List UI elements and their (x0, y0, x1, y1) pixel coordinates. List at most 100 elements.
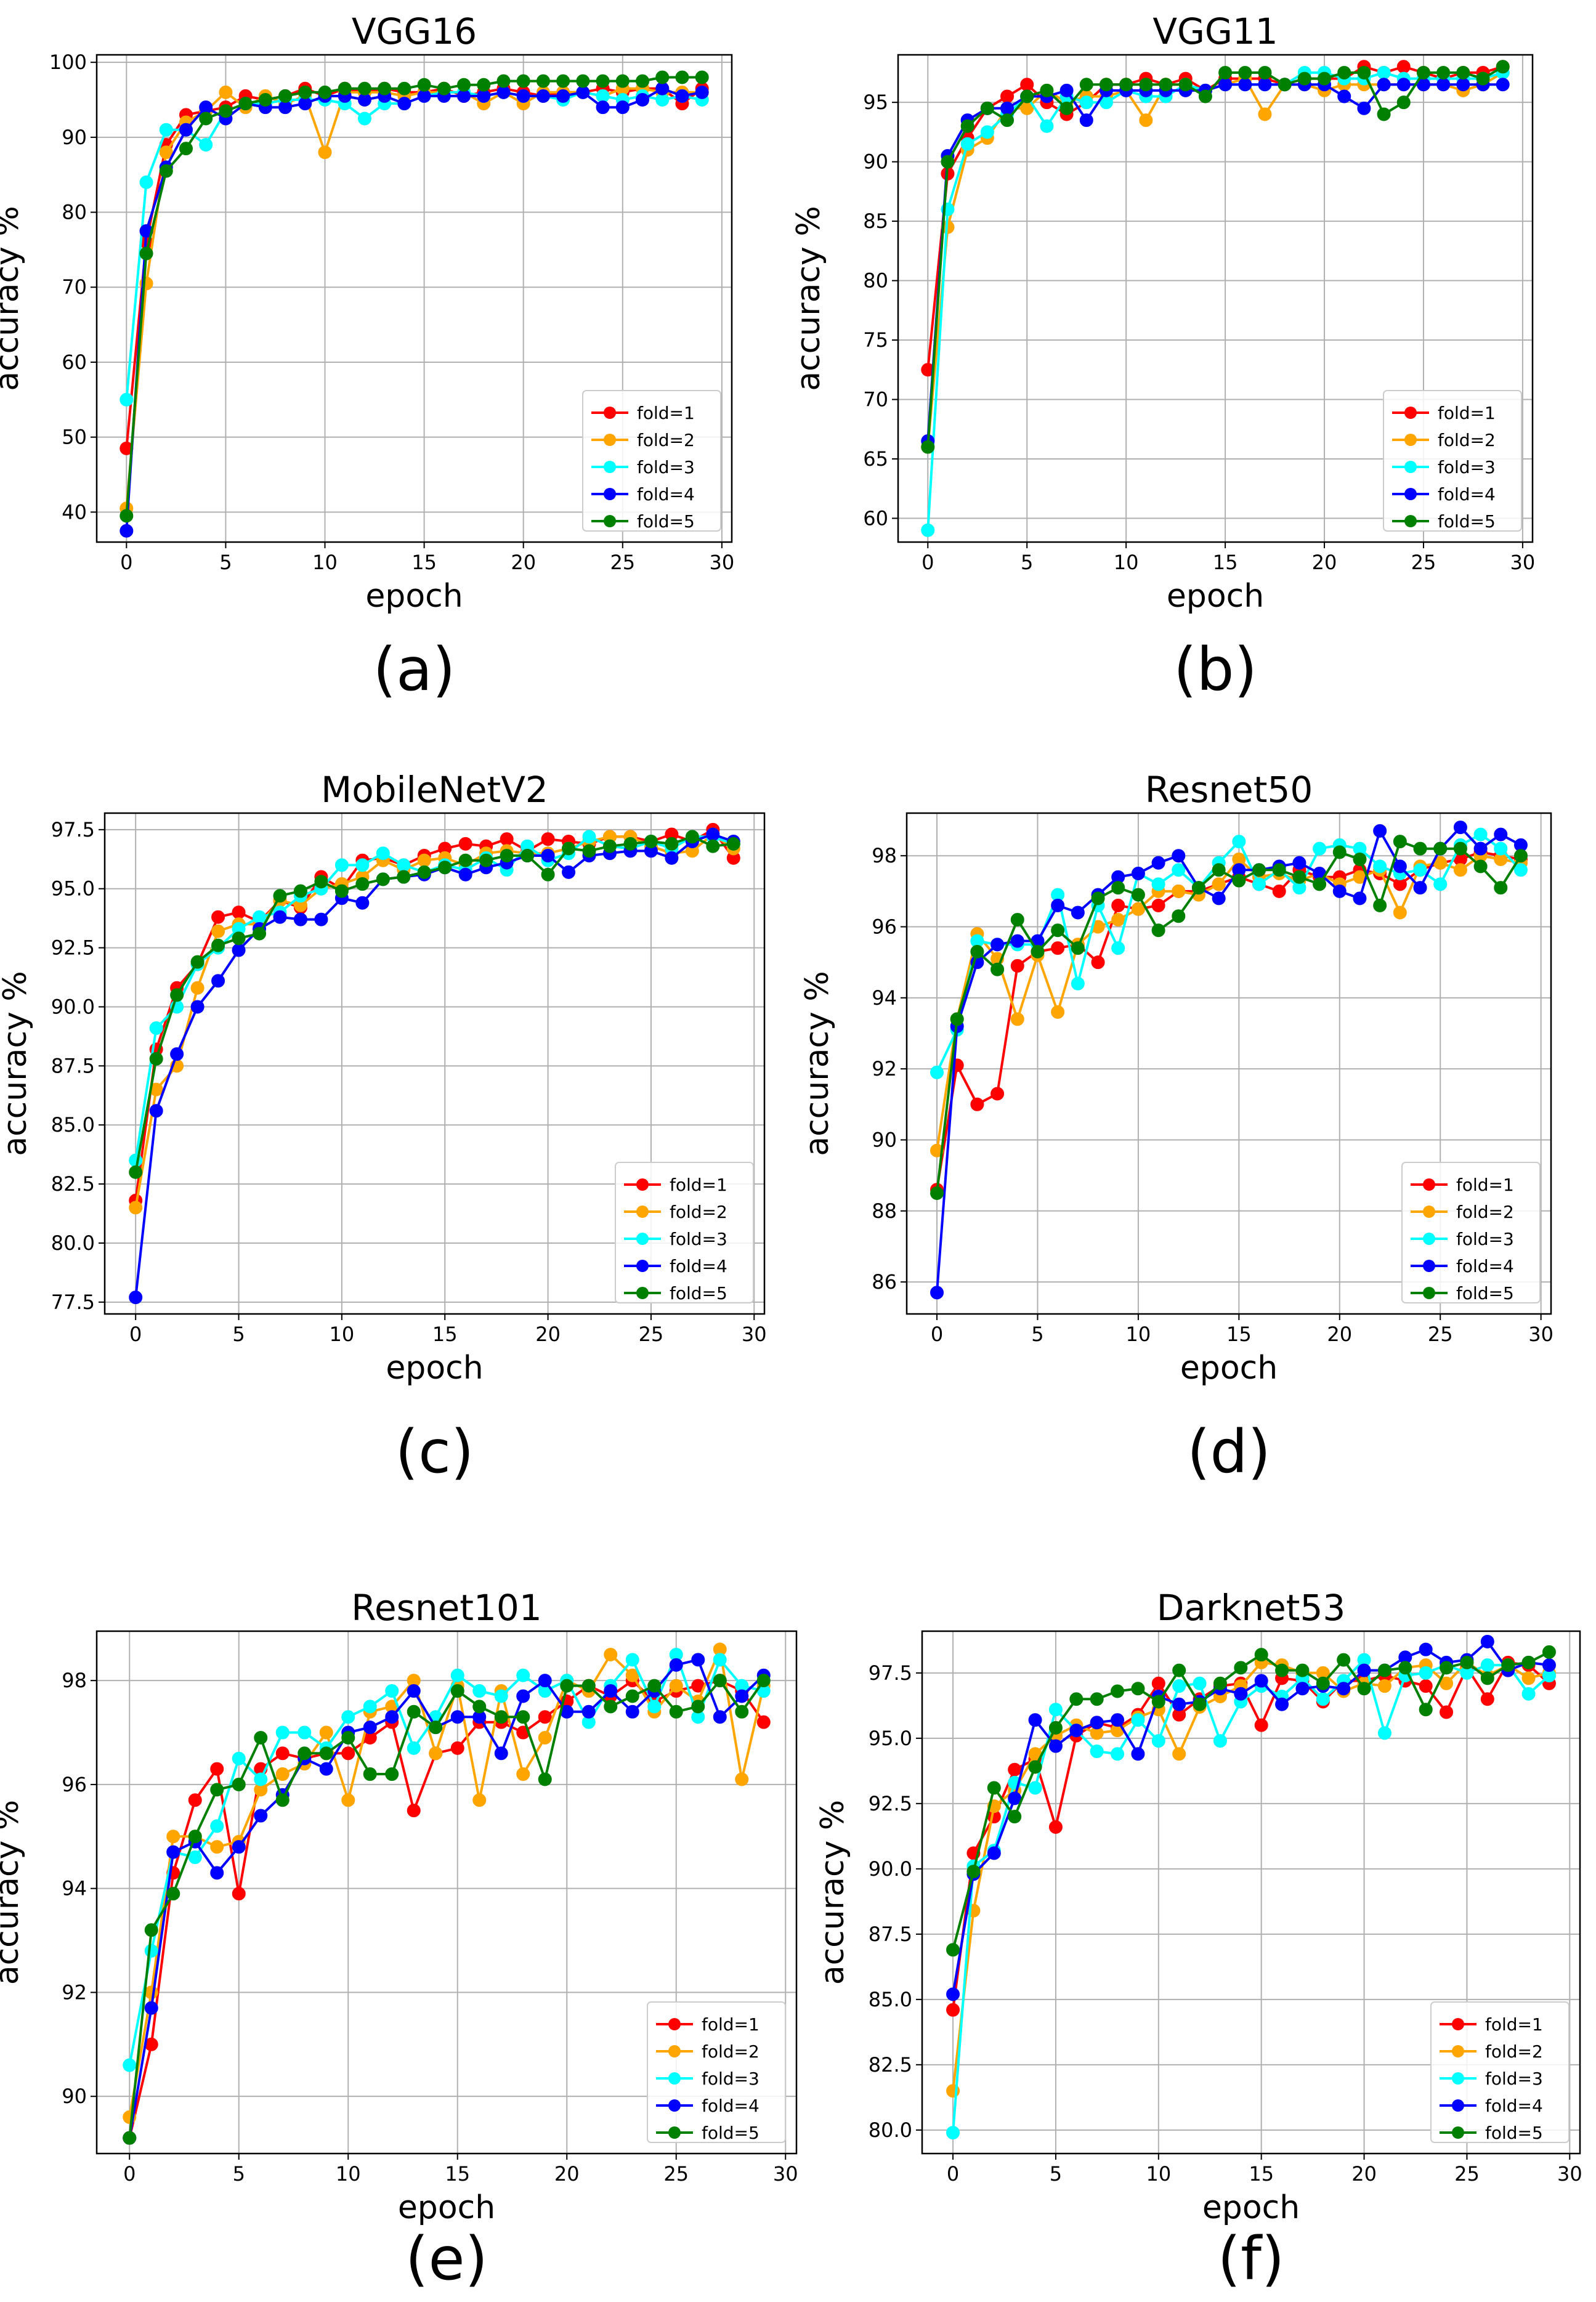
figure-caption: (a) (373, 635, 456, 704)
data-point (199, 138, 213, 152)
legend-marker (1423, 1287, 1435, 1299)
y-tick-label: 85.0 (51, 1113, 95, 1137)
data-point (1028, 1781, 1042, 1795)
data-point (210, 1783, 224, 1797)
data-point (139, 246, 153, 261)
x-tick-label: 0 (129, 1323, 142, 1346)
data-point (1193, 1676, 1207, 1690)
legend: fold=1 fold=2 fold=3 fold=4 fold=5 (1383, 390, 1522, 532)
data-point (494, 1746, 508, 1761)
data-point (232, 906, 246, 920)
data-point (1393, 835, 1407, 849)
data-point (536, 89, 550, 103)
data-point (273, 889, 287, 903)
data-point (397, 870, 411, 884)
legend-marker (636, 1206, 649, 1218)
data-point (1131, 902, 1145, 916)
data-point (1111, 898, 1125, 912)
data-point (921, 523, 935, 537)
data-point (363, 1700, 377, 1714)
data-point (516, 1767, 530, 1781)
x-tick-label: 25 (639, 1323, 664, 1346)
data-point (1513, 863, 1528, 877)
y-tick-label: 92.5 (869, 1792, 912, 1815)
data-point (735, 1772, 749, 1786)
data-point (1373, 898, 1387, 912)
data-point (1373, 859, 1387, 873)
data-point (1059, 83, 1074, 97)
data-point (1436, 78, 1451, 92)
data-point (319, 1746, 333, 1761)
data-point (355, 896, 370, 910)
data-point (254, 1730, 268, 1745)
data-point (314, 912, 328, 926)
data-point (960, 119, 974, 133)
data-point (149, 1052, 163, 1066)
data-point (1111, 1747, 1125, 1761)
legend-label: fold=1 (670, 1175, 727, 1195)
data-point (541, 832, 555, 846)
data-point (1316, 1676, 1330, 1690)
legend-marker (604, 515, 616, 527)
data-point (604, 1684, 618, 1698)
data-point (1079, 113, 1093, 128)
data-point (407, 1704, 421, 1719)
data-point (188, 1830, 202, 1844)
data-point (713, 1674, 727, 1688)
x-tick-label: 0 (947, 2162, 959, 2186)
data-point (1131, 1747, 1145, 1761)
data-point (1292, 856, 1306, 870)
data-point (1480, 1692, 1494, 1706)
data-point (190, 955, 205, 969)
data-point (1079, 78, 1093, 92)
data-point (1337, 89, 1351, 103)
data-point (298, 85, 312, 99)
figure-caption: (c) (395, 1417, 474, 1486)
data-point (275, 1767, 290, 1781)
data-point (1373, 824, 1387, 838)
x-tick-label: 20 (535, 1323, 561, 1346)
series-line-fold=4 (926, 83, 1503, 442)
legend-marker (604, 434, 616, 446)
legend-marker (1404, 434, 1417, 446)
x-tick-label: 30 (1557, 2162, 1582, 2186)
data-point (429, 1746, 443, 1761)
y-tick-label: 80.0 (869, 2118, 912, 2142)
x-tick-label: 30 (1528, 1323, 1553, 1346)
y-tick-label: 90 (62, 2085, 87, 2108)
plot-frame (103, 812, 766, 1315)
chart-5: 0 5 10 15 20 25 30 90 92 94 96 98 Resnet101 epoch accu… (0, 1587, 798, 2293)
data-point (1010, 958, 1024, 973)
data-point (338, 81, 352, 95)
data-point (1131, 867, 1145, 881)
data-point (1480, 1634, 1494, 1648)
data-point (665, 837, 679, 851)
data-point (1416, 65, 1430, 79)
data-point (987, 1781, 1001, 1795)
data-point (647, 1700, 662, 1714)
data-point (1172, 849, 1186, 863)
data-point (1473, 859, 1488, 873)
data-point (946, 2126, 960, 2140)
data-point (1071, 976, 1085, 991)
data-point (385, 1710, 399, 1724)
data-point (1008, 1762, 1022, 1777)
x-tick-label: 20 (1351, 2162, 1377, 2186)
legend-label: fold=3 (670, 1229, 727, 1249)
data-point (119, 392, 134, 407)
data-point (1473, 841, 1488, 856)
y-tick-label: 65 (863, 447, 888, 471)
data-point (232, 943, 246, 957)
data-point (298, 1725, 312, 1740)
data-point (625, 1704, 639, 1719)
data-point (581, 1704, 596, 1719)
data-point (188, 1850, 202, 1865)
data-point (190, 1000, 205, 1014)
data-point (1275, 1663, 1289, 1677)
data-point (930, 1065, 944, 1079)
data-point (407, 1804, 421, 1818)
data-point (521, 849, 535, 863)
data-point (298, 1746, 312, 1761)
y-tick-label: 97.5 (51, 818, 95, 841)
legend-label: fold=5 (702, 2123, 760, 2143)
